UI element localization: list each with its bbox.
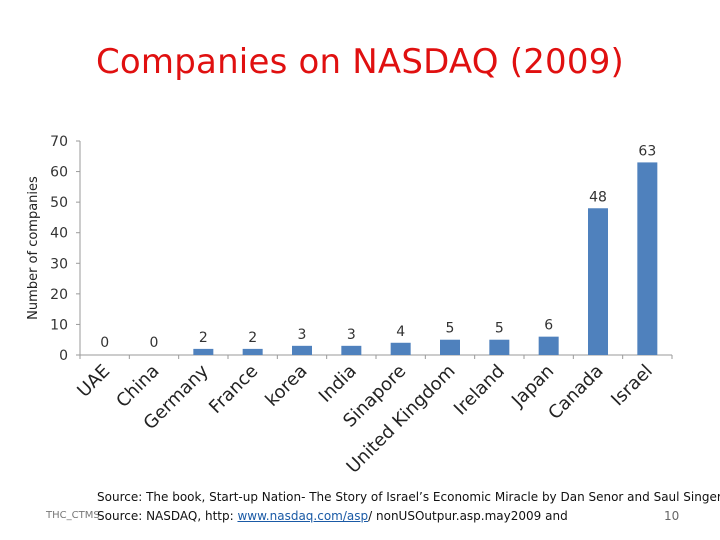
y-tick-label: 40 xyxy=(50,226,68,242)
category-label: Canada xyxy=(544,361,607,424)
source-line-2-prefix: Source: NASDAQ, http: xyxy=(97,509,238,523)
footer-tag: THC_CTMS xyxy=(46,510,100,521)
page-number: 10 xyxy=(664,509,680,523)
y-tick-label: 50 xyxy=(50,195,68,211)
bar xyxy=(588,208,608,355)
data-label: 0 xyxy=(100,335,109,351)
y-tick-label: 20 xyxy=(50,287,68,303)
chart-title: Companies on NASDAQ (2009) xyxy=(95,42,625,82)
bar xyxy=(390,342,411,355)
category-label: India xyxy=(315,361,361,407)
bar xyxy=(637,162,658,355)
bar xyxy=(538,336,559,355)
source-line-2: Source: NASDAQ, http: www.nasdaq.com/asp… xyxy=(97,509,568,523)
y-tick-label: 0 xyxy=(59,348,68,364)
data-label: 0 xyxy=(150,335,159,351)
category-label: UAE xyxy=(73,361,114,402)
bar xyxy=(489,339,510,355)
category-label: korea xyxy=(261,361,311,411)
y-tick-label: 70 xyxy=(50,134,68,150)
y-tick-label: 60 xyxy=(50,165,68,181)
category-label: Ireland xyxy=(450,361,509,420)
data-labels: 0 0 2 2 3 3 4 5 5 6 48 63 xyxy=(100,143,656,351)
bar xyxy=(440,339,460,355)
data-label: 2 xyxy=(248,330,257,346)
data-label: 48 xyxy=(589,189,607,205)
source-line-2-suffix: / nonUSOutpur.asp.may2009 and xyxy=(368,509,568,523)
data-label: 3 xyxy=(298,327,307,343)
footer-row: THC_CTMS Source: NASDAQ, http: www.nasda… xyxy=(0,509,720,525)
y-axis-title-group: Number of companies xyxy=(26,176,41,320)
data-label: 5 xyxy=(446,321,455,337)
data-label: 5 xyxy=(495,321,504,337)
bars xyxy=(193,162,658,355)
category-label: Israel xyxy=(607,361,657,411)
bar xyxy=(292,345,312,355)
data-label: 4 xyxy=(396,324,405,340)
bar xyxy=(341,345,362,355)
bar xyxy=(193,348,214,355)
y-tick-label: 10 xyxy=(50,317,68,333)
nasdaq-link[interactable]: www.nasdaq.com/asp xyxy=(237,509,369,523)
data-label: 2 xyxy=(199,330,208,346)
y-ticks: 0 10 20 30 40 50 60 70 xyxy=(50,134,80,364)
y-axis-title: Number of companies xyxy=(26,176,41,320)
data-label: 3 xyxy=(347,327,356,343)
source-line-1: Source: The book, Start-up Nation- The S… xyxy=(97,490,720,504)
data-label: 6 xyxy=(544,318,553,334)
data-label: 63 xyxy=(638,143,656,159)
bar xyxy=(242,348,263,355)
y-tick-label: 30 xyxy=(50,256,68,272)
axes xyxy=(76,141,673,359)
category-label: France xyxy=(205,361,262,418)
